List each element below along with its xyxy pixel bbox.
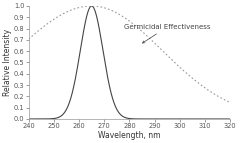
Text: Germicidal Effectiveness: Germicidal Effectiveness — [124, 24, 211, 43]
X-axis label: Wavelength, nm: Wavelength, nm — [98, 131, 161, 140]
Y-axis label: Relative Intensity: Relative Intensity — [3, 29, 12, 96]
